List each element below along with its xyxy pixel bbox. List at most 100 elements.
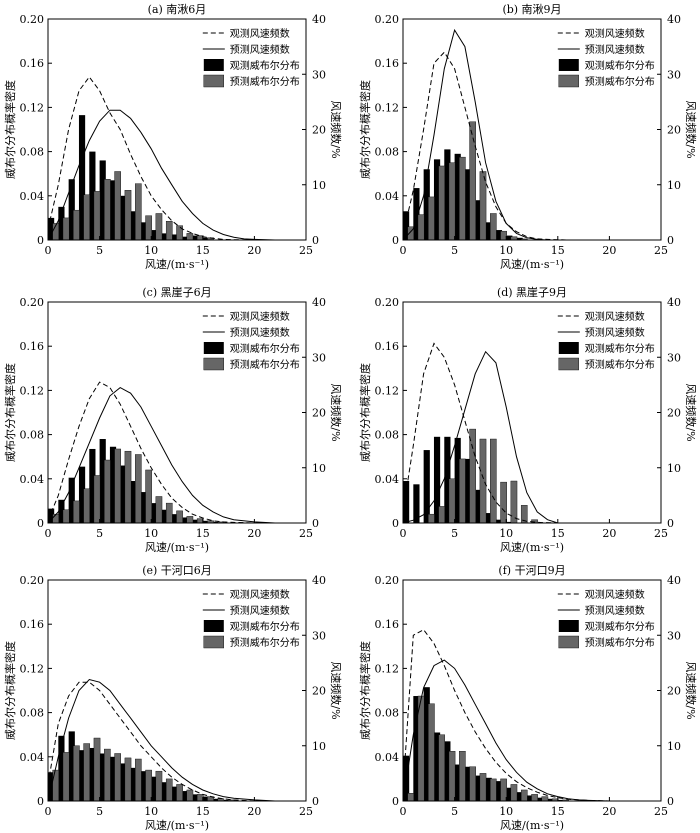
y2-tick-label: 30 [312,68,326,81]
legend-label: 观测威布尔分布 [230,59,300,72]
predicted-weibull-bar [459,751,466,802]
right-axis-label: 风速频数/% [329,100,343,158]
predicted-weibull-bar [479,171,487,241]
observed-weibull-bar [89,151,96,240]
y2-tick-label: 20 [667,407,681,420]
predicted-weibull-bar [176,225,183,241]
x-tick-label: 20 [602,527,616,540]
observed-weibull-bar [485,777,492,801]
observed-weibull-bar [464,458,472,523]
panel-title: (f) 干河口9月 [498,564,565,577]
observed-weibull-bar [202,520,209,523]
y-tick-label: 0.04 [375,751,400,764]
predicted-frequency-line [47,109,276,241]
x-tick-label: 10 [144,527,158,540]
observed-weibull-bar [130,767,137,801]
y2-tick-label: 40 [667,13,681,26]
predicted-weibull-bar [438,734,445,802]
x-tick-label: 15 [196,805,210,818]
y-tick-label: 0.12 [20,384,45,397]
right-axis-label: 风速频数/% [684,100,698,158]
y-tick-label: 0.04 [375,190,400,203]
legend-label: 预测威布尔分布 [585,358,655,371]
y-tick-label: 0.16 [375,340,400,353]
x-tick-label: 0 [45,527,52,540]
predicted-weibull-bar [469,766,476,802]
y2-tick-label: 10 [667,179,681,192]
observed-weibull-bar [454,153,461,240]
predicted-weibull-bar [469,121,476,241]
predicted-weibull-bar [428,703,435,802]
left-axis-label: 威布尔分布概率密度 [358,363,372,462]
observed-weibull-bar [485,513,492,523]
x-axis-label: 风速/(m·s⁻¹) [500,541,564,554]
legend-label: 观测威布尔分布 [585,59,655,72]
observed-weibull-bar [68,179,75,240]
observed-weibull-bar [433,436,441,523]
legend-label: 预测威布尔分布 [230,358,300,371]
y2-tick-label: 10 [312,462,326,475]
observed-weibull-bar [454,437,461,523]
observed-weibull-bar [130,211,137,240]
x-tick-label: 10 [499,527,513,540]
x-tick-label: 5 [96,527,103,540]
observed-weibull-bar [48,217,55,240]
observed-weibull-bar [485,222,492,240]
predicted-weibull-bar [176,510,183,524]
x-tick-label: 0 [400,805,407,818]
observed-weibull-bar [526,795,534,801]
predicted-weibull-bar [186,233,194,241]
predicted-weibull-bar [135,454,142,524]
legend-label: 观测风速频数 [230,310,290,323]
legend-observed-weibull-swatch [558,620,579,632]
predicted-weibull-bar [83,194,90,241]
y-tick-label: 0 [37,234,44,247]
predicted-weibull-bar [52,769,60,802]
predicted-frequency-line [402,659,610,802]
y-tick-label: 0.04 [375,473,400,486]
predicted-weibull-bar [135,183,142,241]
x-tick-label: 0 [45,805,52,818]
observed-weibull-bar [151,503,158,523]
x-tick-label: 25 [654,527,668,540]
predicted-weibull-bar [459,156,466,241]
observed-weibull-bar [475,775,482,801]
predicted-weibull-bar [479,438,487,524]
predicted-weibull-bar [186,516,194,524]
legend-label: 预测风速频数 [230,326,290,339]
predicted-weibull-bar [93,475,101,524]
predicted-weibull-bar [52,513,60,524]
legend-label: 预测风速频数 [585,326,645,339]
predicted-weibull-bar [73,209,80,241]
observed-weibull-bar [444,149,451,240]
observed-weibull-bar [120,465,127,523]
panel-title: (e) 干河口6月 [142,564,212,577]
y-tick-label: 0.20 [20,13,45,26]
y-tick-label: 0.20 [375,13,400,26]
y2-tick-label: 10 [667,462,681,475]
observed-weibull-bar [58,735,65,801]
observed-weibull-bar [423,687,430,801]
observed-weibull-bar [161,782,168,801]
predicted-weibull-bar [62,752,70,802]
x-tick-label: 25 [299,244,313,257]
x-tick-label: 20 [602,244,616,257]
observed-weibull-bar [151,776,158,801]
x-tick-label: 5 [451,527,458,540]
predicted-weibull-bar [459,458,466,524]
predicted-weibull-bar [438,165,445,241]
x-tick-label: 5 [451,805,458,818]
predicted-weibull-bar [500,481,507,524]
legend-predicted-weibull-swatch [203,74,225,88]
observed-weibull-bar [464,766,472,801]
right-axis-label: 风速频数/% [329,661,343,719]
y2-tick-label: 10 [667,740,681,753]
predicted-weibull-bar [155,213,163,241]
y-tick-label: 0.12 [375,384,400,397]
x-tick-label: 20 [247,805,261,818]
predicted-weibull-bar [428,196,435,241]
legend-observed-weibull-swatch [203,59,224,71]
predicted-weibull-bar [104,459,111,524]
